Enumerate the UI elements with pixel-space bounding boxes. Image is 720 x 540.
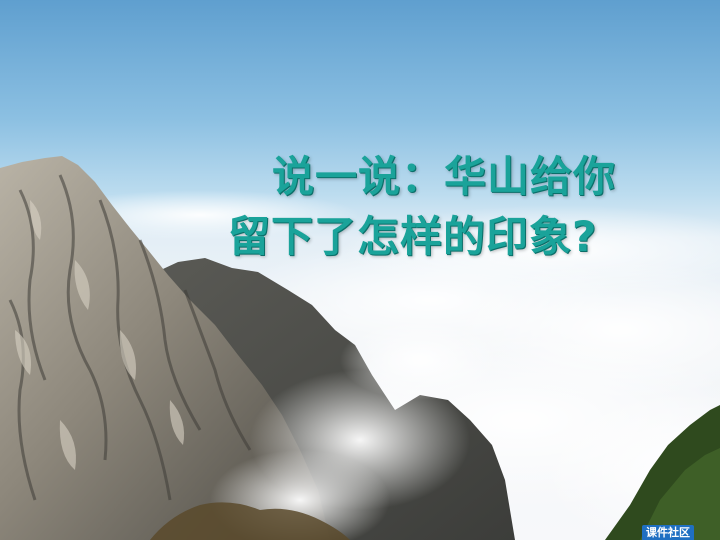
valley-mist [210, 320, 500, 540]
foreground-foliage [150, 405, 720, 540]
rock-highlights [15, 200, 185, 470]
rock-texture [8, 174, 252, 501]
watermark-logo: 课件社区 [642, 525, 694, 540]
